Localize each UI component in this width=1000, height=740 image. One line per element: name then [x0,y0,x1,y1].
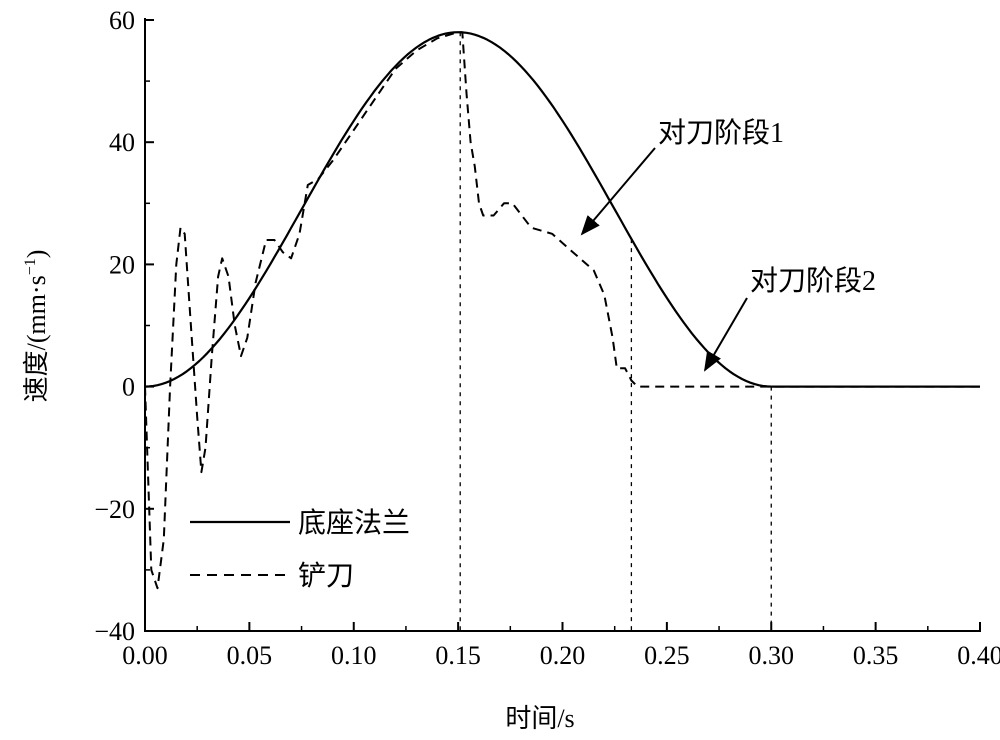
y-tick-label: 0 [122,373,135,402]
y-axis-label: 速度/(mm·s−1) [22,250,51,403]
x-tick-label: 0.30 [749,641,795,670]
annotation-stage2-arrow [703,297,748,372]
x-axis-label: 时间/s [505,704,574,733]
x-tick-label: 0.10 [331,641,377,670]
x-tick-label: 0.05 [227,641,273,670]
y-tick-label: 60 [109,6,135,35]
y-tick-label: 20 [109,250,135,279]
annotation-stage2: 对刀阶段2 [750,265,876,297]
x-tick-label: 0.00 [122,641,168,670]
series-line-base-flange [144,31,980,388]
x-tick-label: 0.25 [644,641,690,670]
annotation-stage1: 对刀阶段1 [658,117,784,149]
x-tick-label: 0.20 [540,641,586,670]
x-tick-label: 0.40 [957,641,1000,670]
y-tick-label: 40 [109,128,135,157]
legend-label-base-flange: 底座法兰 [298,507,410,539]
annotation-stage1-arrow [580,147,656,236]
x-tick-label: 0.35 [853,641,899,670]
series-line-spade [144,31,980,590]
y-tick-label: −40 [94,617,135,646]
legend-label-spade: 铲刀 [298,560,354,592]
y-tick-label: −20 [94,495,135,524]
x-tick-label: 0.15 [435,641,481,670]
